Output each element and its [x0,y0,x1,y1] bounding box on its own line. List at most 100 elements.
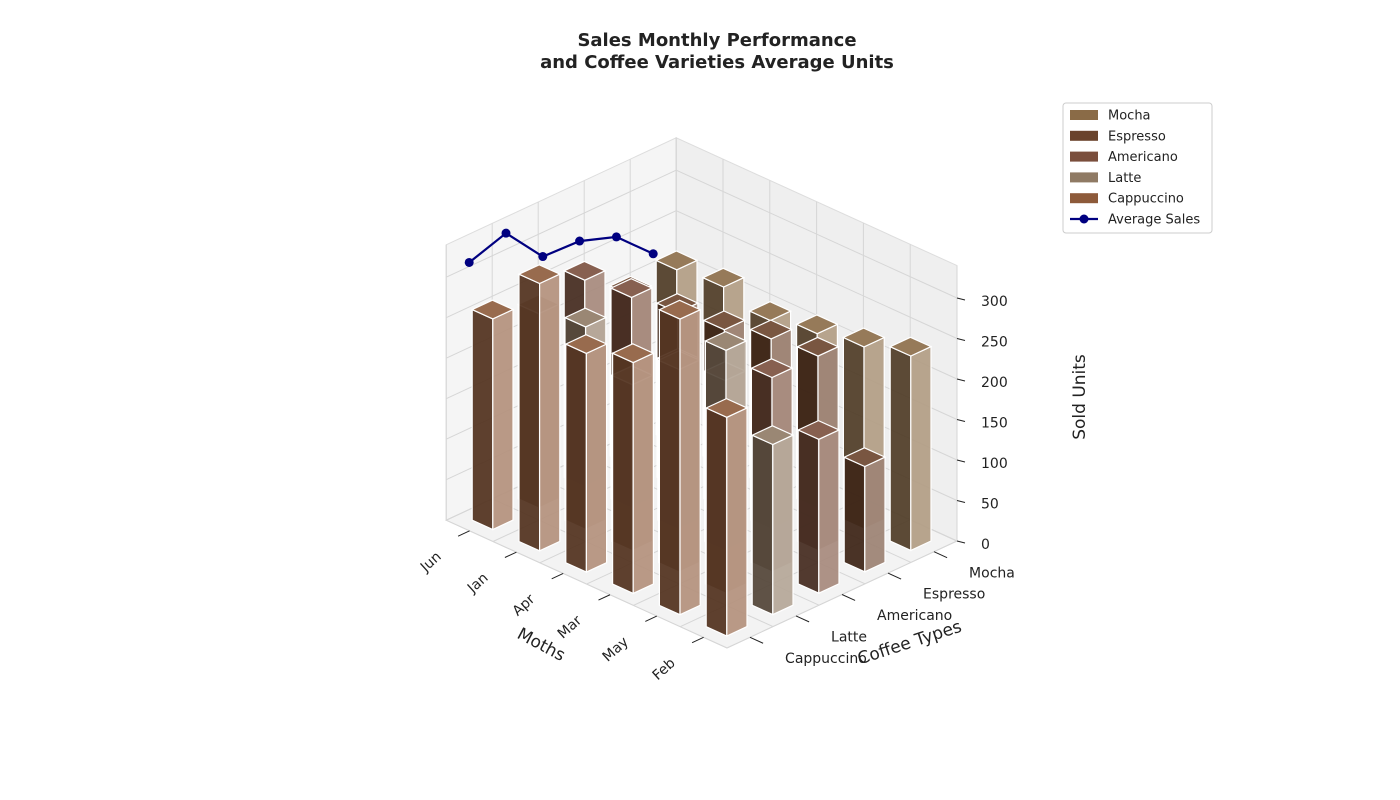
bar-top-face [564,334,609,355]
bar-top-face [796,419,841,440]
bar-top-face [749,358,794,379]
x-tick [504,551,517,558]
legend-swatch-marker [1079,214,1089,224]
z-tick-label: 50 [981,497,999,513]
bar-top-face [563,307,608,328]
y-tick [887,572,902,580]
bar-side-face [889,345,912,552]
average-sales-point [575,236,585,246]
bar-cappuccino-apr [611,343,655,595]
x-tick-label: Apr [510,591,539,619]
z-tick-label: 0 [981,537,990,553]
z-tick-label: 150 [981,416,1008,432]
bar-americano-jun [796,419,841,595]
bar-front-face [492,308,514,531]
grid-line [445,169,958,299]
average-sales-point [648,249,658,259]
bar-top-face [842,447,887,468]
legend-label: Espresso [1108,129,1166,144]
legend-label: Americano [1108,150,1178,165]
bar-front-face [585,343,608,574]
x-tick-label: Feb [650,655,679,684]
average-sales-line [464,228,658,267]
bar-side-face [611,352,634,595]
bar-side-face [658,308,681,616]
legend-swatch [1070,151,1098,162]
bars [470,250,933,637]
legend-label: Mocha [1108,109,1151,124]
z-tick-label: 250 [981,335,1008,351]
bar-top-face [657,299,702,320]
x-tick-label: Jun [417,549,445,576]
y-axis-label: Coffee Types [855,617,964,670]
z-axis-label: Sold Units [1070,354,1090,440]
y-tick-label: Espresso [923,587,985,603]
bar-front-face [818,428,840,595]
z-tick-label: 200 [981,375,1008,391]
bar-top-face [795,336,840,357]
bar-top-face [609,278,654,299]
x-tick [645,615,658,622]
bar-side-face [518,273,541,552]
bar-front-face [910,345,932,552]
legend: Mocha Espresso Americano Latte Cappuccino Ave… [1062,102,1213,234]
y-tick [749,636,764,644]
legend-label: Cappuccino [1108,192,1184,207]
bar-front-face [864,456,886,573]
average-sales-point [464,257,474,267]
bar-top-face [470,299,515,320]
z-tick [956,378,966,382]
bar-top-face [562,260,607,281]
bar-top-face [748,301,793,322]
average-sales-polyline [468,231,654,264]
average-sales-point [538,252,548,262]
y-tick-label: Mocha [969,565,1015,581]
bar-top-face [704,397,749,418]
legend-swatch [1070,130,1098,141]
y-tick-label: Americano [877,608,952,624]
average-sales-point [501,228,511,238]
y-tick [795,615,810,623]
z-tick [956,338,966,341]
bar-cappuccino-jan [657,299,702,616]
bar-front-face [772,434,794,616]
bar-top-face [841,327,886,348]
bar-cappuccino-jun [704,397,749,637]
bar-front-face [632,352,655,595]
z-tick [956,459,966,463]
x-tick [598,594,611,601]
x-tick [457,530,470,537]
legend-swatch [1070,172,1098,183]
bar-espresso-jun [842,447,887,573]
y-tick-label: Latte [831,629,867,645]
bar-latte-jun [750,425,795,616]
bar-cappuccino-mar [564,334,609,574]
bar-top-face [702,310,747,331]
x-tick-label: May [600,634,632,665]
legend-swatch [1070,110,1098,120]
z-tick [956,540,966,544]
bar-side-face [843,456,866,573]
legend-frame [1062,102,1213,234]
bar-mocha-jun [888,336,933,552]
z-tick-label: 300 [981,294,1008,310]
y-tick [933,551,948,559]
bar-front-face [679,308,701,616]
y-tick-label: Cappuccino [785,651,867,667]
chart-title-line1: Sales Monthly Performance [577,30,856,51]
bar-top-face [749,319,793,340]
legend-label: Latte [1108,171,1141,186]
bar-side-face [751,434,774,616]
bar-front-face [538,273,561,552]
x-tick [551,572,564,580]
legend-swatch [1070,193,1098,204]
bar-top-face [517,264,562,285]
bar-cappuccino-feb [470,299,515,531]
bar-top-face [703,330,748,351]
bar-top-face [795,314,839,335]
average-sales-point [611,232,621,242]
bar-top-face [654,250,699,271]
x-tick [691,636,704,644]
bar-front-face [726,406,748,637]
